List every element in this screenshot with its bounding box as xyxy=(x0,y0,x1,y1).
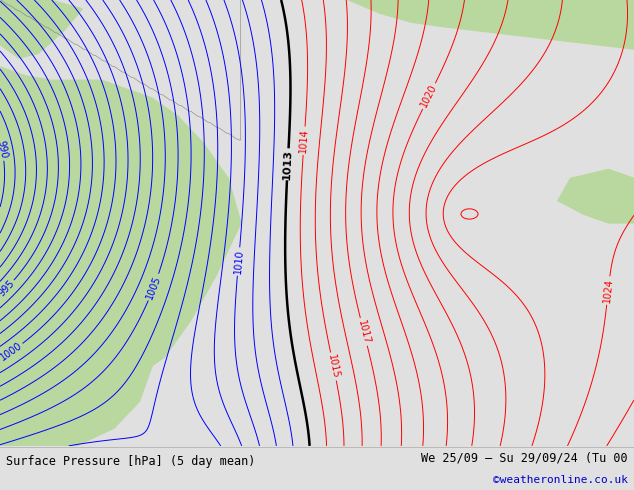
Text: 1005: 1005 xyxy=(145,274,163,300)
Text: ©weatheronline.co.uk: ©weatheronline.co.uk xyxy=(493,475,628,485)
Text: 1020: 1020 xyxy=(419,83,439,109)
Text: 1015: 1015 xyxy=(326,353,341,380)
Polygon shape xyxy=(0,0,82,58)
Text: 995: 995 xyxy=(0,278,16,298)
Text: We 25/09 – Su 29/09/24 (Tu 00: We 25/09 – Su 29/09/24 (Tu 00 xyxy=(421,452,628,465)
Text: 1000: 1000 xyxy=(0,341,24,363)
Polygon shape xyxy=(0,67,241,446)
Text: 1017: 1017 xyxy=(356,319,372,345)
Text: 990: 990 xyxy=(0,140,9,160)
Text: 1013: 1013 xyxy=(282,148,294,180)
Text: Surface Pressure [hPa] (5 day mean): Surface Pressure [hPa] (5 day mean) xyxy=(6,455,256,468)
Text: 1024: 1024 xyxy=(602,278,614,303)
Polygon shape xyxy=(558,170,634,223)
Polygon shape xyxy=(0,348,152,446)
Text: 1014: 1014 xyxy=(298,128,310,153)
Text: 1010: 1010 xyxy=(233,249,245,274)
Polygon shape xyxy=(349,0,634,49)
